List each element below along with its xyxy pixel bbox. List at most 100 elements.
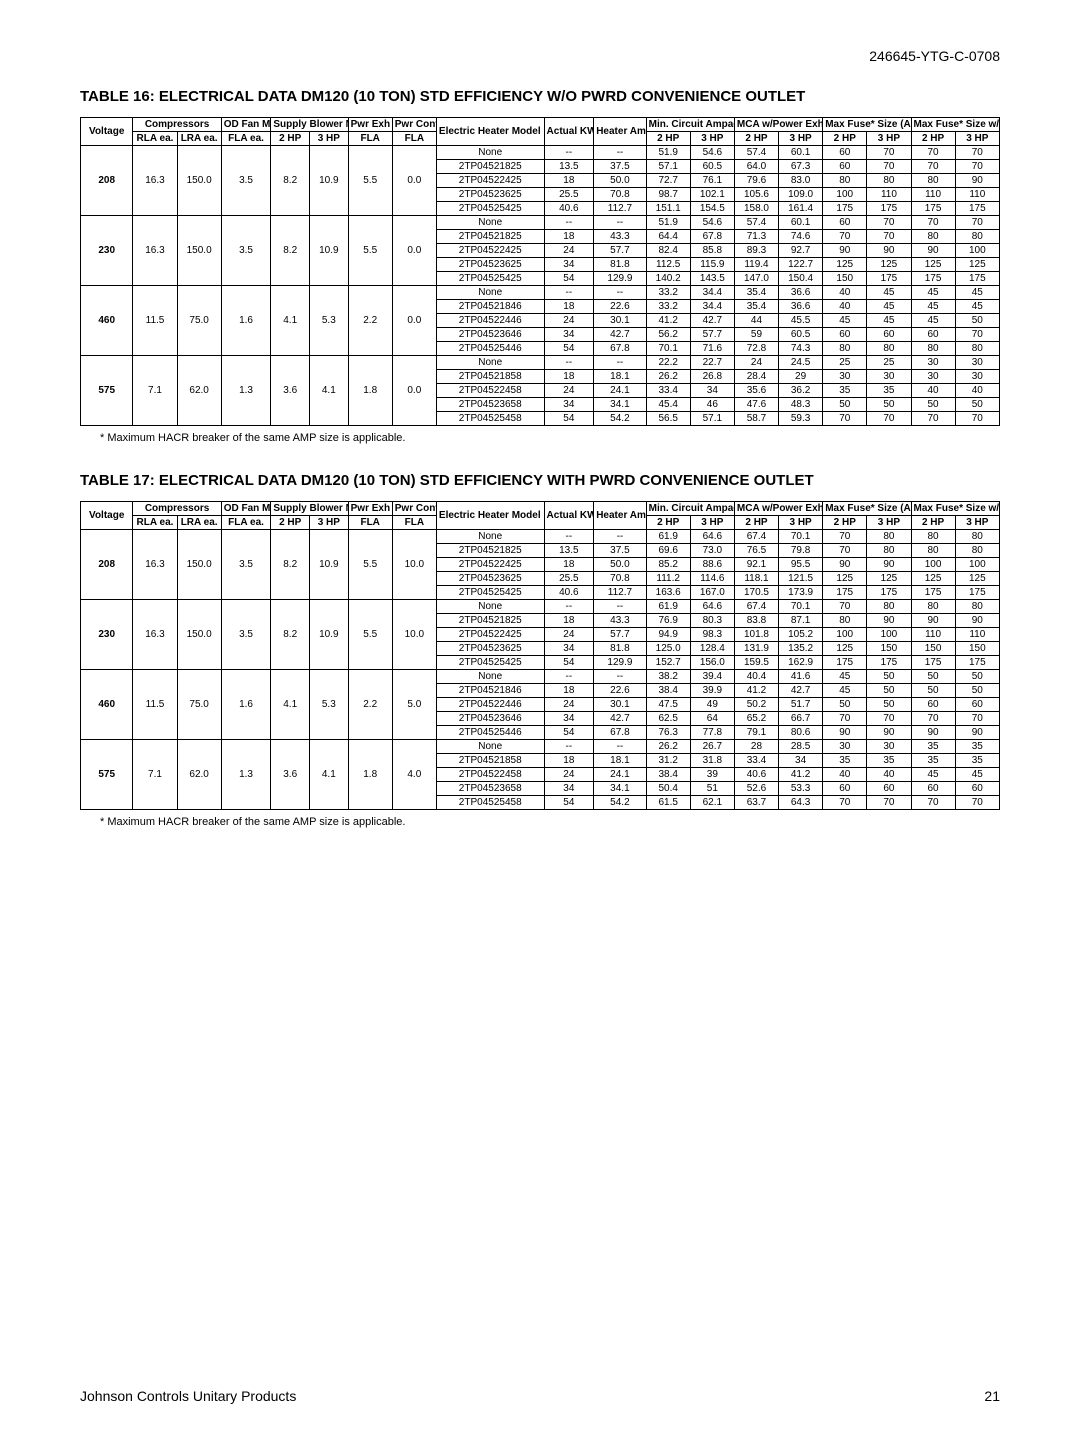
cell-value: 44 — [734, 314, 778, 328]
cell-value: 175 — [911, 202, 955, 216]
cell-value: 2TP04523646 — [436, 712, 544, 726]
cell-value: 2TP04521846 — [436, 300, 544, 314]
cell-value: 50.0 — [594, 174, 646, 188]
cell-value: 51.7 — [779, 698, 823, 712]
cell-value: 45 — [867, 314, 911, 328]
cell-value: 105.6 — [734, 188, 778, 202]
cell-pwrexh: 5.5 — [348, 146, 392, 216]
cell-value: -- — [544, 356, 594, 370]
cell-value: 67.8 — [594, 726, 646, 740]
cell-value: 76.3 — [646, 726, 690, 740]
cell-value: 66.7 — [779, 712, 823, 726]
hdr-mincircuit: Min. Circuit Ampacity (Amps) — [646, 502, 734, 516]
cell-flaea: 3.5 — [221, 600, 271, 670]
cell-value: -- — [594, 530, 646, 544]
table-row: 23016.3150.03.58.210.95.510.0None----61.… — [81, 600, 1000, 614]
cell-value: 2TP04522446 — [436, 698, 544, 712]
hdr-compressors: Compressors — [133, 118, 221, 132]
cell-value: 60.5 — [690, 160, 734, 174]
cell-value: 33.2 — [646, 300, 690, 314]
cell-value: 40.6 — [544, 202, 594, 216]
cell-value: 42.7 — [594, 328, 646, 342]
cell-value: 80 — [823, 174, 867, 188]
cell-value: 65.2 — [734, 712, 778, 726]
cell-value: 45 — [911, 314, 955, 328]
cell-value: 70 — [823, 412, 867, 426]
cell-value: 118.1 — [734, 572, 778, 586]
cell-value: 50 — [955, 670, 999, 684]
hdr-voltage: Voltage — [81, 502, 133, 530]
cell-value: 26.2 — [646, 370, 690, 384]
cell-value: 129.9 — [594, 272, 646, 286]
cell-value: 83.8 — [734, 614, 778, 628]
cell-value: 162.9 — [779, 656, 823, 670]
cell-value: 100 — [955, 244, 999, 258]
cell-value: 67.4 — [734, 600, 778, 614]
cell-value: 61.9 — [646, 530, 690, 544]
cell-hp3: 10.9 — [310, 146, 349, 216]
cell-value: 154.5 — [690, 202, 734, 216]
cell-value: 64.4 — [646, 230, 690, 244]
cell-value: 110 — [955, 188, 999, 202]
cell-value: 34.4 — [690, 286, 734, 300]
cell-value: 40 — [823, 300, 867, 314]
cell-value: 152.7 — [646, 656, 690, 670]
cell-value: 42.7 — [594, 712, 646, 726]
cell-value: 51.9 — [646, 216, 690, 230]
cell-value: 30 — [955, 356, 999, 370]
cell-value: 158.0 — [734, 202, 778, 216]
cell-value: 45.4 — [646, 398, 690, 412]
cell-value: 59 — [734, 328, 778, 342]
cell-value: 57.4 — [734, 216, 778, 230]
cell-value: 26.2 — [646, 740, 690, 754]
cell-value: 54 — [544, 342, 594, 356]
cell-value: 81.8 — [594, 258, 646, 272]
cell-value: 45 — [867, 300, 911, 314]
cell-value: 80 — [867, 530, 911, 544]
cell-value: 125 — [823, 258, 867, 272]
cell-rla: 16.3 — [133, 216, 177, 286]
table-title: TABLE 16: ELECTRICAL DATA DM120 (10 TON)… — [80, 88, 1000, 105]
cell-value: 54 — [544, 796, 594, 810]
hdr-supply: Supply Blower Motor FLA — [271, 502, 348, 516]
cell-value: 2TP04525425 — [436, 272, 544, 286]
cell-value: 80 — [867, 544, 911, 558]
table-row: 5757.162.01.33.64.11.84.0None----26.226.… — [81, 740, 1000, 754]
cell-value: 115.9 — [690, 258, 734, 272]
cell-flaea: 3.5 — [221, 146, 271, 216]
cell-value: 90 — [955, 614, 999, 628]
cell-value: 61.5 — [646, 796, 690, 810]
cell-value: 70 — [955, 796, 999, 810]
cell-value: 150 — [867, 642, 911, 656]
cell-value: 2TP04521825 — [436, 160, 544, 174]
cell-value: 2TP04523658 — [436, 782, 544, 796]
cell-value: 57.7 — [690, 328, 734, 342]
cell-value: 2TP04522425 — [436, 628, 544, 642]
cell-value: 2TP04523625 — [436, 572, 544, 586]
table-row: 20816.3150.03.58.210.95.50.0None----51.9… — [81, 146, 1000, 160]
cell-value: 56.2 — [646, 328, 690, 342]
cell-voltage: 230 — [81, 216, 133, 286]
cell-value: 70 — [911, 146, 955, 160]
cell-value: 175 — [955, 656, 999, 670]
cell-value: 80.3 — [690, 614, 734, 628]
cell-value: 101.8 — [734, 628, 778, 642]
cell-lra: 150.0 — [177, 600, 221, 670]
cell-value: 150.4 — [779, 272, 823, 286]
cell-value: 54 — [544, 412, 594, 426]
cell-value: 54 — [544, 656, 594, 670]
cell-value: 70 — [823, 600, 867, 614]
cell-value: 112.7 — [594, 586, 646, 600]
cell-value: 62.5 — [646, 712, 690, 726]
cell-pwrexh: 2.2 — [348, 670, 392, 740]
cell-value: 2TP04523658 — [436, 398, 544, 412]
cell-value: 28.4 — [734, 370, 778, 384]
cell-value: 40 — [955, 384, 999, 398]
cell-value: 90 — [867, 726, 911, 740]
cell-value: 18.1 — [594, 754, 646, 768]
cell-value: 2TP04521846 — [436, 684, 544, 698]
cell-hp2: 4.1 — [271, 286, 310, 356]
cell-value: 29 — [779, 370, 823, 384]
cell-pwrconv: 5.0 — [392, 670, 436, 740]
cell-value: 2TP04522425 — [436, 174, 544, 188]
